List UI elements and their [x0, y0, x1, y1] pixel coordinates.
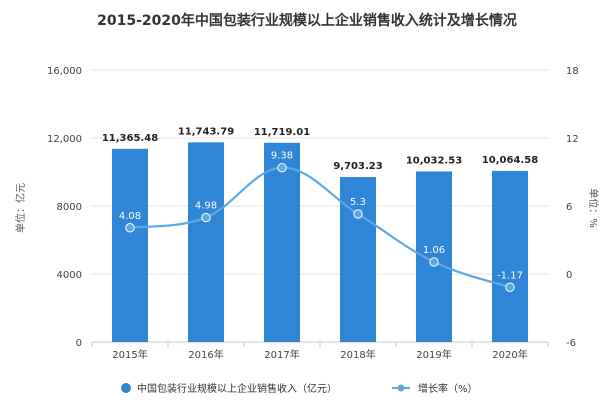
bar-value-label: 11,365.48 — [102, 133, 158, 144]
legend-line-marker — [397, 384, 405, 392]
right-tick-label: 12 — [566, 134, 579, 145]
line-value-label: 9.38 — [271, 151, 293, 162]
right-tick-label: 6 — [566, 202, 572, 213]
x-tick-label: 2019年 — [416, 348, 451, 361]
line-point — [125, 223, 135, 233]
right-axis-label: 单位：% — [587, 188, 600, 228]
x-tick-label: 2015年 — [112, 348, 147, 361]
line-point — [353, 209, 363, 219]
line-point — [429, 257, 439, 267]
growth-line — [129, 166, 511, 289]
line-value-label: 4.08 — [119, 211, 141, 222]
bar — [188, 142, 224, 342]
x-tick-label: 2018年 — [340, 348, 375, 361]
left-tick-label: 16,000 — [47, 66, 82, 77]
line-value-label: 5.3 — [350, 197, 366, 208]
axis-layer: 0 4000 8000 12,000 16,000 -6 0 6 12 18 2015年 2016年 2… — [47, 66, 579, 361]
line-value-label: -1.17 — [497, 270, 523, 281]
legend-bar-marker — [121, 383, 131, 393]
legend-bar-label: 中国包装行业规模以上企业销售收入（亿元） — [137, 382, 337, 395]
x-tick-label: 2020年 — [492, 348, 527, 361]
bar — [416, 171, 452, 342]
labels-layer: 11,365.48 11,743.79 11,719.01 9,703.23 10,03… — [102, 126, 538, 281]
bar — [264, 142, 300, 342]
left-tick-label: 12,000 — [47, 134, 82, 145]
right-tick-label: 0 — [566, 270, 572, 281]
line-point — [201, 212, 211, 223]
left-tick-label: 8000 — [57, 202, 82, 213]
bar-value-label: 11,743.79 — [178, 126, 234, 137]
bar-value-label: 11,719.01 — [254, 127, 310, 138]
bar — [492, 170, 528, 342]
left-tick-label: 4000 — [57, 270, 82, 281]
right-tick-label: 18 — [566, 66, 579, 77]
line-value-label: 1.06 — [423, 245, 445, 256]
bar-value-label: 10,032.53 — [406, 155, 462, 166]
right-tick-label: -6 — [566, 338, 576, 349]
chart-title: 2015-2020年中国包装行业规模以上企业销售收入统计及增长情况 — [97, 12, 517, 29]
grid-layer — [92, 69, 548, 343]
bars-layer — [112, 142, 528, 342]
legend-line-label: 增长率（%） — [418, 382, 478, 395]
bar — [112, 148, 148, 342]
x-tick-label: 2016年 — [188, 348, 223, 361]
line-point — [505, 282, 515, 292]
left-axis-label: 单位：亿元 — [14, 183, 27, 233]
x-tick-label: 2017年 — [264, 348, 299, 361]
line-layer — [125, 162, 515, 292]
legend: 中国包装行业规模以上企业销售收入（亿元） 增长率（%） — [121, 382, 478, 395]
bar-value-label: 10,064.58 — [482, 155, 538, 166]
line-value-label: 4.98 — [195, 201, 217, 212]
bar-value-label: 9,703.23 — [333, 161, 382, 172]
left-tick-label: 0 — [76, 338, 82, 349]
line-point — [277, 162, 287, 173]
